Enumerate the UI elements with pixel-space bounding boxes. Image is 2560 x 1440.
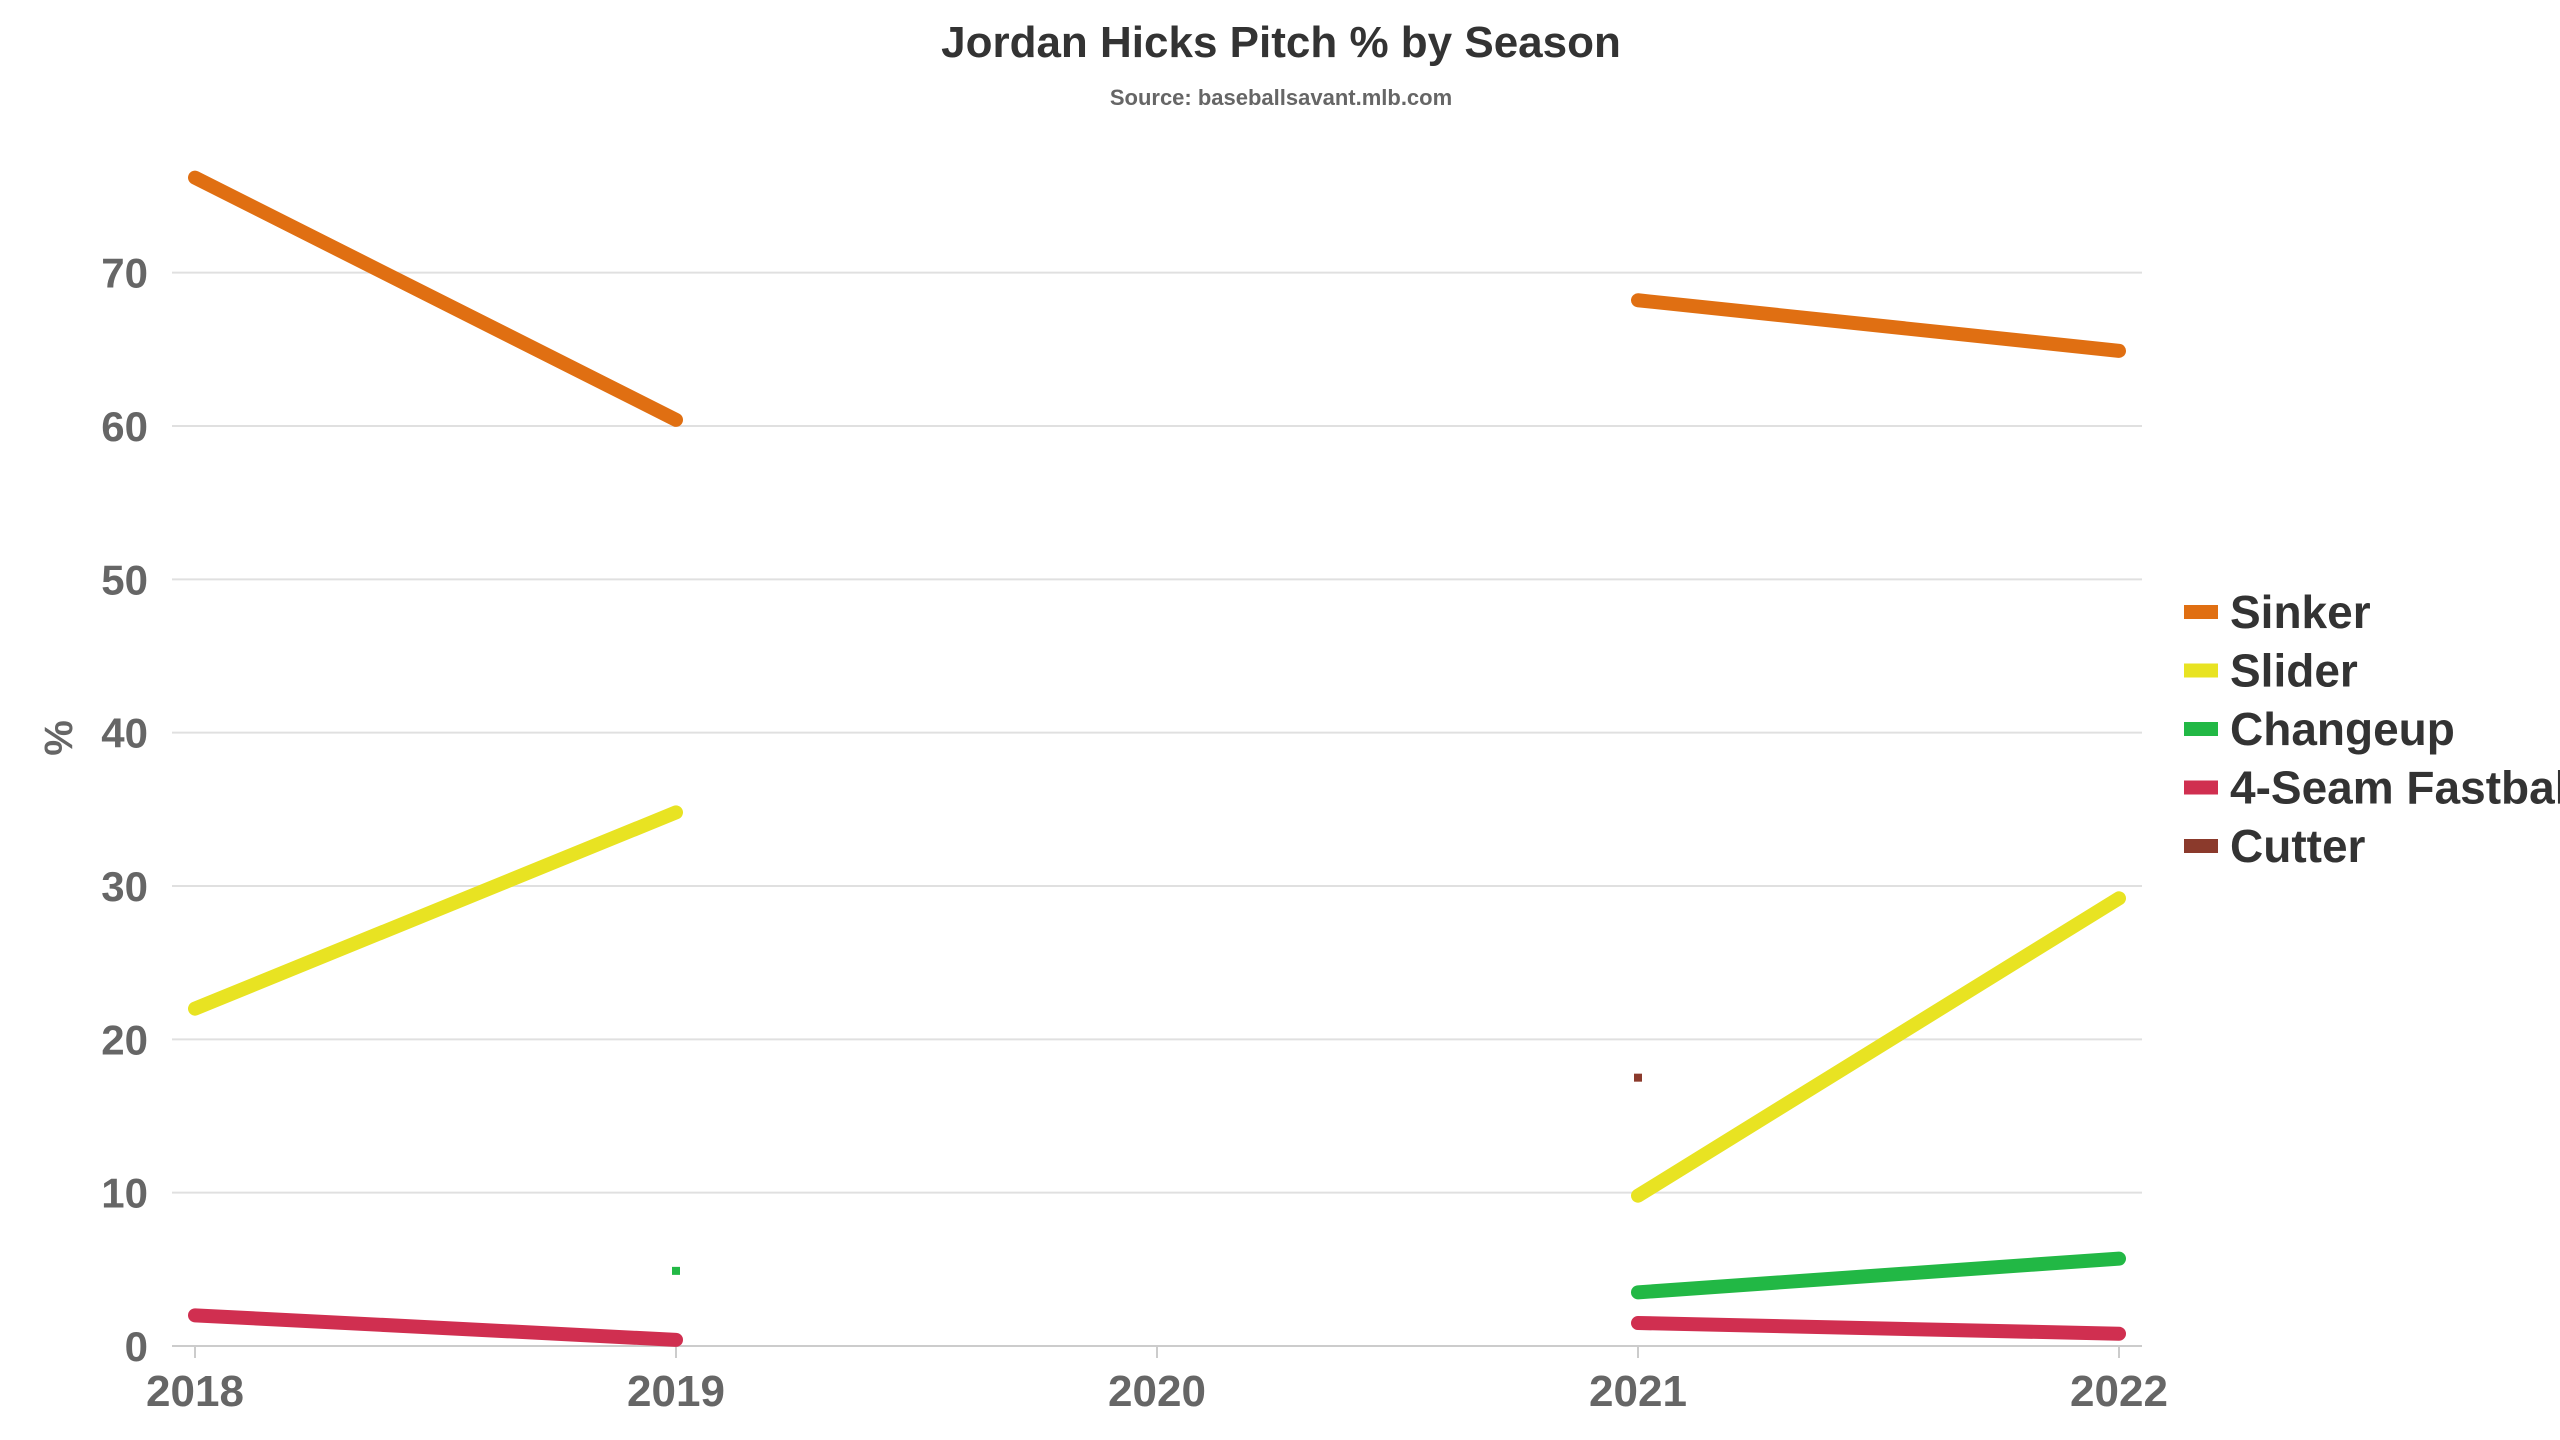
legend-item[interactable]: 4-Seam Fastball <box>2184 762 2560 814</box>
gridlines <box>172 271 2142 1347</box>
y-tick-label: 40 <box>101 710 148 757</box>
legend-swatch <box>2184 780 2218 795</box>
series-segment <box>1631 1316 2126 1341</box>
series-segment <box>1631 891 2126 1203</box>
x-axis-ticks: 2018 2019 2020 2021 2022 <box>146 1346 2168 1416</box>
legend-item[interactable]: Sinker <box>2184 586 2371 638</box>
y-axis-label: % <box>37 720 81 756</box>
x-tick-label: 2022 <box>2070 1367 2168 1416</box>
legend-label: 4-Seam Fastball <box>2230 762 2560 814</box>
legend-item[interactable]: Changeup <box>2184 703 2455 755</box>
legend-swatch <box>2184 722 2218 736</box>
series-point <box>1634 1073 1642 1082</box>
y-tick-label: 10 <box>101 1170 148 1217</box>
series-point <box>672 1266 680 1275</box>
chart-title: Jordan Hicks Pitch % by Season <box>941 18 1621 67</box>
x-tick-label: 2018 <box>146 1367 244 1416</box>
y-tick-label: 20 <box>101 1016 148 1063</box>
legend-item[interactable]: Slider <box>2184 645 2358 697</box>
legend-swatch <box>2184 605 2218 619</box>
y-tick-label: 70 <box>101 250 148 297</box>
y-tick-label: 30 <box>101 863 148 910</box>
legend-label: Changeup <box>2230 703 2455 755</box>
series-segment <box>188 170 683 427</box>
y-tick-label: 50 <box>101 556 148 603</box>
series-cutter <box>1634 1073 1642 1082</box>
series-4-seam-fastball <box>188 1308 2126 1347</box>
series-segment <box>1631 1251 2126 1300</box>
series-lines <box>188 170 2126 1347</box>
legend-label: Cutter <box>2230 820 2366 872</box>
y-axis-ticks: 0 10 20 30 40 50 60 70 <box>101 250 148 1370</box>
legend-swatch <box>2184 663 2218 678</box>
series-segment <box>1631 293 2126 358</box>
chart-subtitle: Source: baseballsavant.mlb.com <box>1110 85 1452 110</box>
series-segment <box>188 805 683 1016</box>
legend-label: Slider <box>2230 645 2358 697</box>
x-tick-label: 2020 <box>1108 1367 1206 1416</box>
legend-item[interactable]: Cutter <box>2184 820 2366 872</box>
legend-swatch <box>2184 839 2218 853</box>
legend[interactable]: Sinker Slider Changeup 4-Seam Fastball Cutte… <box>2184 586 2560 872</box>
x-tick-label: 2019 <box>627 1367 725 1416</box>
legend-label: Sinker <box>2230 586 2371 638</box>
series-segment <box>188 1308 683 1347</box>
series-sinker <box>188 170 2126 427</box>
series-changeup <box>672 1251 2126 1300</box>
x-tick-label: 2021 <box>1589 1367 1687 1416</box>
series-slider <box>188 805 2126 1203</box>
y-tick-label: 0 <box>125 1323 148 1370</box>
y-tick-label: 60 <box>101 403 148 450</box>
